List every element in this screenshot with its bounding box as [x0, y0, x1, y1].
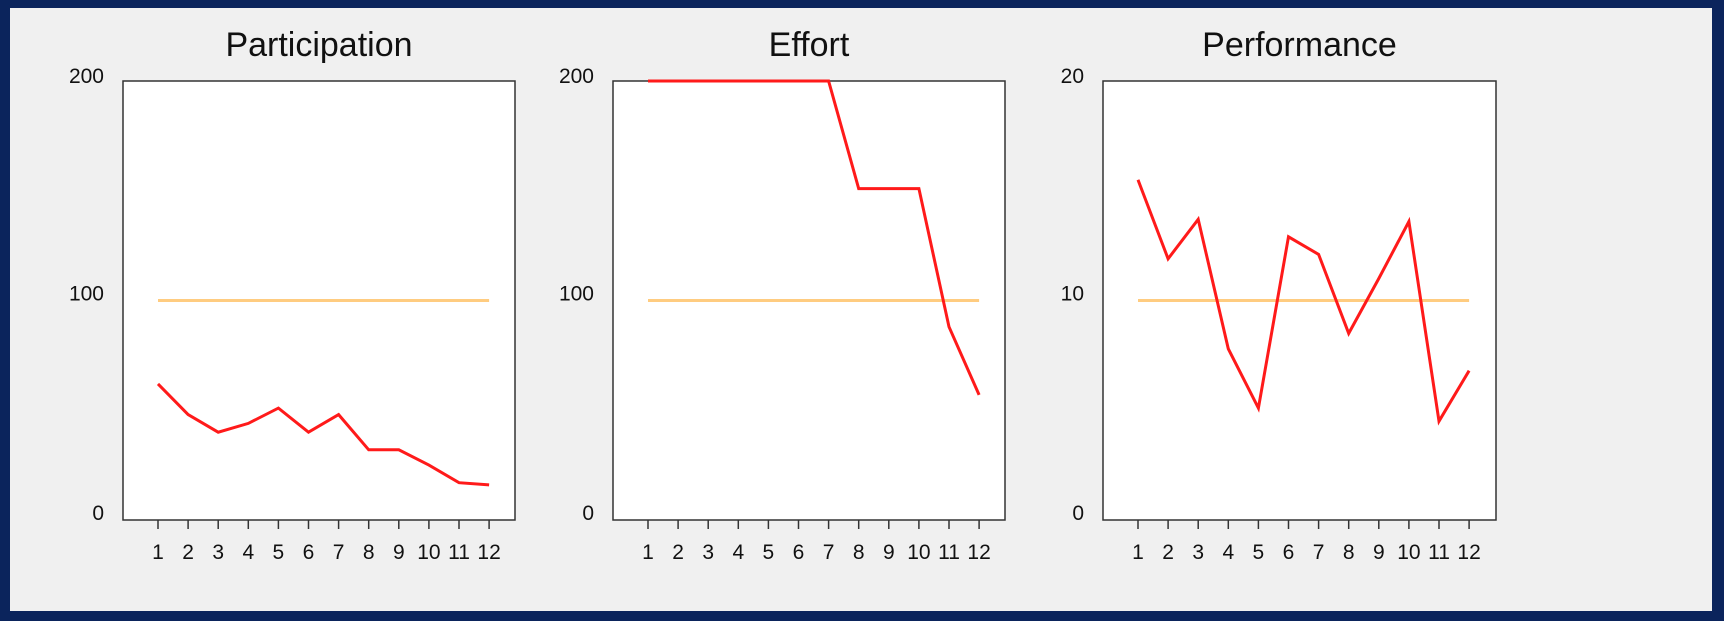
x-tick-label: 11: [448, 541, 470, 564]
data-line: [648, 79, 981, 396]
x-tick-label: 9: [393, 541, 405, 564]
x-tick-label: 1: [1132, 541, 1144, 564]
x-tick-label: 10: [417, 541, 440, 564]
chart-panel: Participation 200 100 0 1 2 3 4 5 6 7 8 9 10 11 12 Effor…: [10, 8, 1712, 611]
x-tick-label: 6: [793, 541, 805, 564]
x-tick-label: 3: [1192, 541, 1204, 564]
x-tick-label: 7: [1313, 541, 1325, 564]
x-tick-label: 2: [1162, 541, 1174, 564]
x-tick-label: 10: [1397, 541, 1420, 564]
y-tick-label: 0: [92, 502, 104, 525]
x-tick-label: 5: [273, 541, 285, 564]
y-tick-label: 200: [559, 65, 594, 88]
x-tick-label: 10: [907, 541, 930, 564]
y-tick-label: 200: [69, 65, 104, 88]
x-tick-label: 7: [333, 541, 345, 564]
y-tick-label: 0: [582, 502, 594, 525]
y-tick-label: 100: [69, 283, 104, 306]
y-tick-label: 100: [559, 283, 594, 306]
x-tick-label: 4: [1222, 541, 1234, 564]
x-tick-label: 2: [182, 541, 194, 564]
x-tick-label: 5: [1253, 541, 1265, 564]
x-tick-label: 1: [642, 541, 654, 564]
x-tick-label: 2: [672, 541, 684, 564]
x-tick-label: 7: [823, 541, 835, 564]
x-tick-label: 8: [853, 541, 865, 564]
y-tick-label: 0: [1072, 502, 1084, 525]
x-tick-label: 1: [152, 541, 164, 564]
x-tick-label: 12: [477, 541, 500, 564]
x-tick-label: 6: [303, 541, 315, 564]
x-tick-label: 11: [1428, 541, 1450, 564]
chart-title: Performance: [1202, 26, 1397, 64]
chart-title: Effort: [769, 26, 850, 64]
data-line: [156, 382, 490, 487]
x-tick-label: 9: [883, 541, 895, 564]
data-line: [1136, 179, 1471, 426]
x-tick-label: 12: [1457, 541, 1480, 564]
y-tick-label: 20: [1061, 65, 1084, 88]
x-tick-label: 3: [212, 541, 224, 564]
x-tick-label: 11: [938, 541, 960, 564]
chart-title: Participation: [225, 26, 412, 64]
x-tick-label: 8: [1343, 541, 1355, 564]
x-tick-label: 9: [1373, 541, 1385, 564]
y-tick-label: 10: [1061, 283, 1084, 306]
x-tick-label: 5: [763, 541, 775, 564]
x-tick-label: 6: [1283, 541, 1295, 564]
x-tick-label: 3: [702, 541, 714, 564]
x-tick-label: 8: [363, 541, 375, 564]
x-tick-label: 4: [242, 541, 254, 564]
x-tick-label: 4: [732, 541, 744, 564]
x-tick-label: 12: [967, 541, 990, 564]
